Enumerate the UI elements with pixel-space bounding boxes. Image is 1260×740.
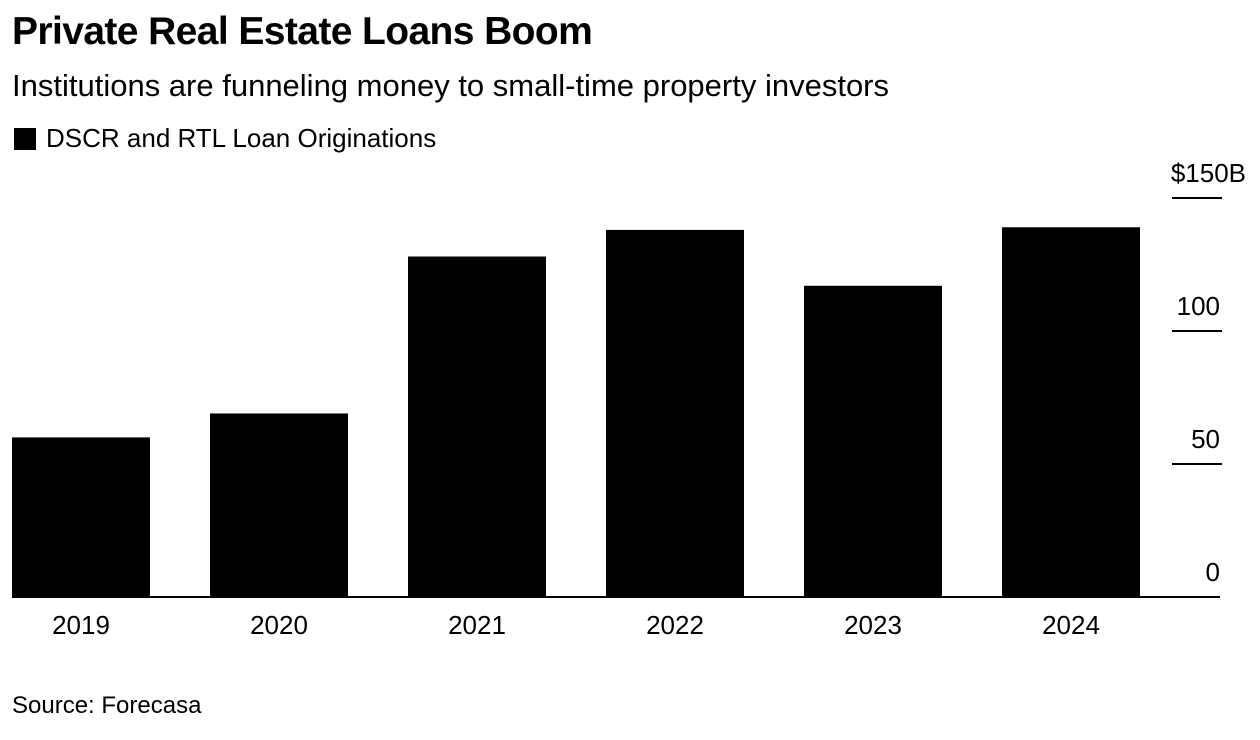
x-tick-label-2022: 2022 xyxy=(646,610,704,640)
legend-swatch xyxy=(14,127,36,150)
bar-2021 xyxy=(408,256,546,597)
x-tick-label-2019: 2019 xyxy=(52,610,110,640)
chart-subtitle: Institutions are funneling money to smal… xyxy=(12,68,890,103)
bar-2022 xyxy=(606,229,744,598)
bar-2019 xyxy=(12,437,150,597)
bars-group xyxy=(12,227,1140,598)
x-tick-label-2023: 2023 xyxy=(844,610,902,640)
x-tick-label-2020: 2020 xyxy=(250,610,308,640)
y-tick-label-150: $150B xyxy=(1171,158,1246,188)
bar-2020 xyxy=(210,413,348,597)
y-tick-label-50: 50 xyxy=(1191,424,1220,454)
y-tick-label-0: 0 xyxy=(1206,557,1220,587)
bar-2024 xyxy=(1002,227,1140,597)
x-tick-label-2024: 2024 xyxy=(1042,610,1100,640)
chart-title: Private Real Estate Loans Boom xyxy=(12,10,593,53)
x-axis-labels: 2019 2020 2021 2022 2023 2024 xyxy=(52,610,1100,640)
legend: DSCR and RTL Loan Originations xyxy=(14,123,436,154)
legend-label: DSCR and RTL Loan Originations xyxy=(46,123,437,153)
y-tick-label-100: 100 xyxy=(1177,291,1220,321)
y-axis: 0 50 100 $150B xyxy=(1171,158,1246,587)
source-note: Source: Forecasa xyxy=(12,692,202,719)
x-tick-label-2021: 2021 xyxy=(448,610,506,640)
bar-2023 xyxy=(804,285,942,597)
